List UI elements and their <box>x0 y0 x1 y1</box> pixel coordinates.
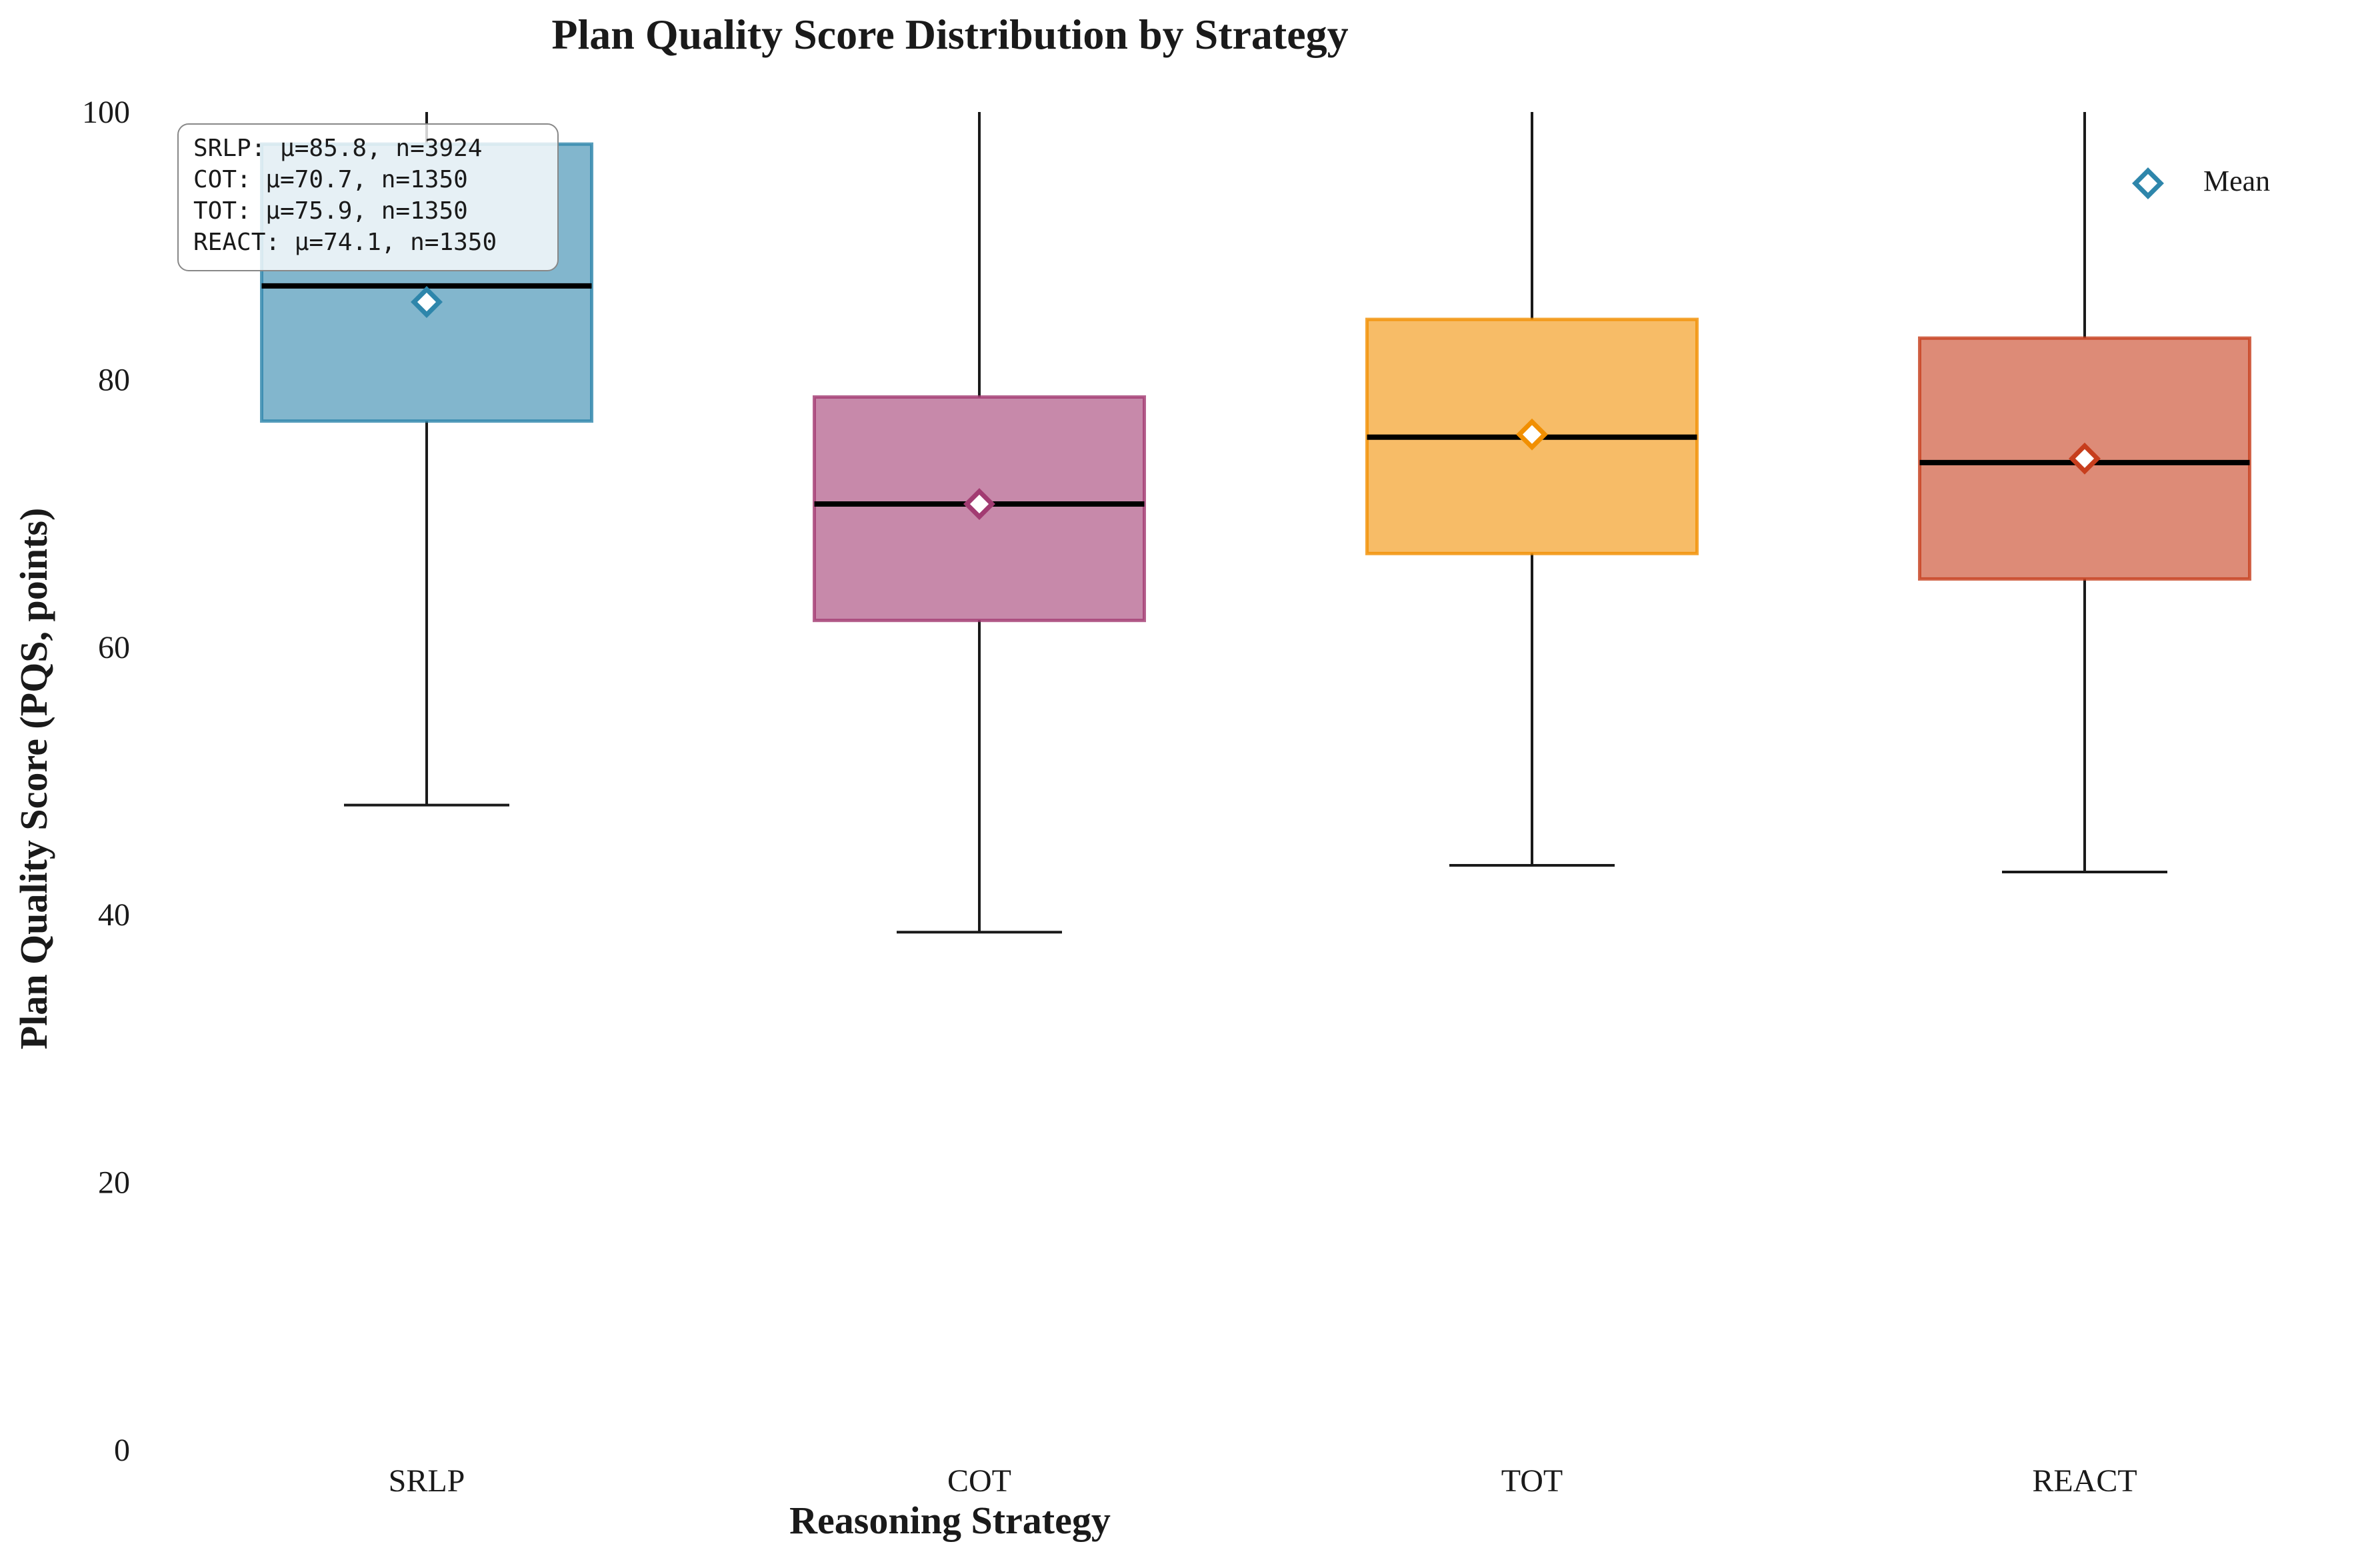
chart-title: Plan Quality Score Distribution by Strat… <box>551 11 1348 58</box>
stats-line: TOT: μ=75.9, n=1350 <box>193 197 468 225</box>
x-tick-label: COT <box>947 1463 1011 1499</box>
x-axis-ticks: SRLP COT TOT REACT <box>389 1463 2137 1499</box>
stats-annotation: SRLP: μ=85.8, n=3924 COT: μ=70.7, n=1350 T… <box>177 123 559 271</box>
y-axis-ticks: 0 20 40 60 80 100 <box>82 95 130 1468</box>
y-tick-label: 40 <box>98 897 130 933</box>
stats-box-background <box>177 123 559 271</box>
x-tick-label: SRLP <box>389 1463 465 1499</box>
stats-line: REACT: μ=74.1, n=1350 <box>193 229 497 256</box>
mean-marker <box>1516 418 1548 451</box>
y-tick-label: 20 <box>98 1165 130 1201</box>
x-axis-label: Reasoning Strategy <box>789 1499 1111 1542</box>
legend: Mean <box>2132 165 2270 199</box>
mean-marker <box>2069 442 2101 475</box>
box-series <box>260 112 2251 934</box>
x-tick-label: REACT <box>2032 1463 2137 1499</box>
stats-line: COT: μ=70.7, n=1350 <box>193 166 468 193</box>
legend-mean-label: Mean <box>2203 165 2270 197</box>
y-axis-label: Plan Quality Score (PQS, points) <box>12 508 55 1050</box>
box-cot <box>813 112 1146 934</box>
box-tot <box>1365 112 1699 867</box>
mean-marker <box>411 286 443 318</box>
y-tick-label: 100 <box>82 95 130 130</box>
mean-marker <box>963 488 995 521</box>
legend-mean-marker <box>2132 167 2164 199</box>
stats-line: SRLP: μ=85.8, n=3924 <box>193 135 482 162</box>
box-react <box>1918 112 2251 873</box>
y-tick-label: 0 <box>114 1433 130 1468</box>
y-tick-label: 60 <box>98 630 130 665</box>
y-tick-label: 80 <box>98 362 130 397</box>
x-tick-label: TOT <box>1501 1463 1563 1499</box>
